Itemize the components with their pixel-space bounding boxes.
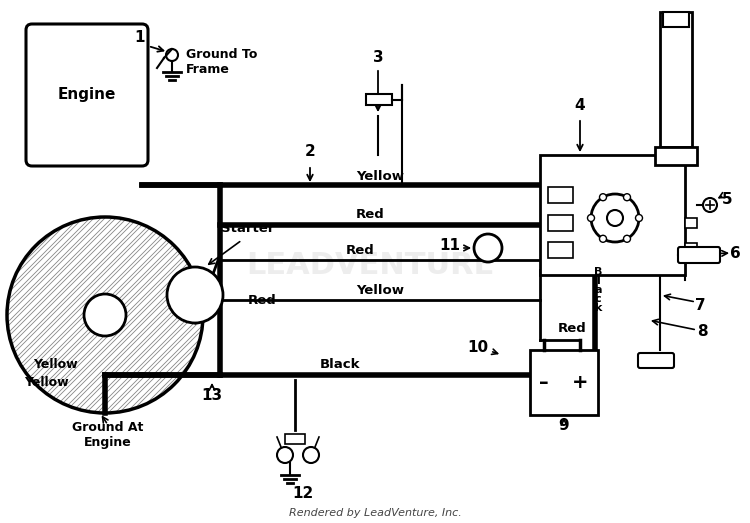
- Circle shape: [303, 447, 319, 463]
- Text: 11: 11: [439, 237, 460, 253]
- Circle shape: [623, 235, 631, 242]
- Bar: [663, 12, 689, 27]
- Bar: [530, 350, 598, 415]
- Text: 7: 7: [694, 298, 705, 313]
- Bar: [540, 155, 685, 275]
- Text: Yellow: Yellow: [33, 358, 77, 371]
- Text: Black: Black: [320, 358, 360, 370]
- Text: 13: 13: [202, 388, 223, 403]
- Circle shape: [599, 194, 607, 201]
- Text: Ground To
Frame: Ground To Frame: [186, 48, 257, 76]
- Circle shape: [607, 210, 623, 226]
- Text: Yellow: Yellow: [356, 283, 404, 297]
- FancyBboxPatch shape: [678, 247, 720, 263]
- Text: –: –: [539, 372, 549, 392]
- Bar: [655, 147, 697, 165]
- Circle shape: [623, 194, 631, 201]
- Circle shape: [7, 217, 203, 413]
- Text: 9: 9: [559, 417, 569, 433]
- FancyBboxPatch shape: [26, 24, 148, 166]
- Text: Ground At
Engine: Ground At Engine: [72, 421, 144, 449]
- FancyBboxPatch shape: [638, 353, 674, 368]
- Bar: [366, 94, 392, 105]
- Text: Engine: Engine: [58, 87, 116, 103]
- Text: 4: 4: [574, 97, 585, 112]
- Text: 6: 6: [730, 245, 741, 260]
- Text: +: +: [572, 372, 588, 392]
- Circle shape: [474, 234, 502, 262]
- Circle shape: [587, 214, 595, 222]
- Text: 2: 2: [304, 144, 315, 160]
- Bar: [660, 12, 692, 147]
- Bar: [285, 434, 305, 444]
- Bar: [685, 243, 697, 253]
- Text: Yellow: Yellow: [24, 376, 68, 389]
- Circle shape: [703, 198, 717, 212]
- Text: Red: Red: [248, 293, 277, 306]
- Text: LEADVENTURE: LEADVENTURE: [246, 251, 494, 279]
- Circle shape: [591, 194, 639, 242]
- Text: Red: Red: [346, 244, 374, 256]
- Circle shape: [635, 214, 643, 222]
- Circle shape: [277, 447, 293, 463]
- Text: 1: 1: [135, 30, 146, 46]
- Text: 12: 12: [292, 485, 314, 501]
- Bar: [548, 187, 573, 203]
- Bar: [548, 215, 573, 231]
- Circle shape: [599, 235, 607, 242]
- Text: 3: 3: [373, 51, 383, 65]
- Text: Red: Red: [356, 209, 384, 222]
- Text: Yellow: Yellow: [356, 169, 404, 183]
- Circle shape: [167, 267, 223, 323]
- Text: Red: Red: [557, 322, 586, 335]
- Text: 5: 5: [722, 192, 733, 208]
- Bar: [685, 218, 697, 228]
- Text: 8: 8: [697, 324, 707, 339]
- Circle shape: [166, 49, 178, 61]
- Text: B
l
a
c
k: B l a c k: [594, 267, 602, 313]
- Circle shape: [84, 294, 126, 336]
- Text: 10: 10: [466, 340, 488, 356]
- Text: Starter: Starter: [221, 222, 274, 234]
- Bar: [548, 242, 573, 258]
- Text: Rendered by LeadVenture, Inc.: Rendered by LeadVenture, Inc.: [289, 508, 461, 518]
